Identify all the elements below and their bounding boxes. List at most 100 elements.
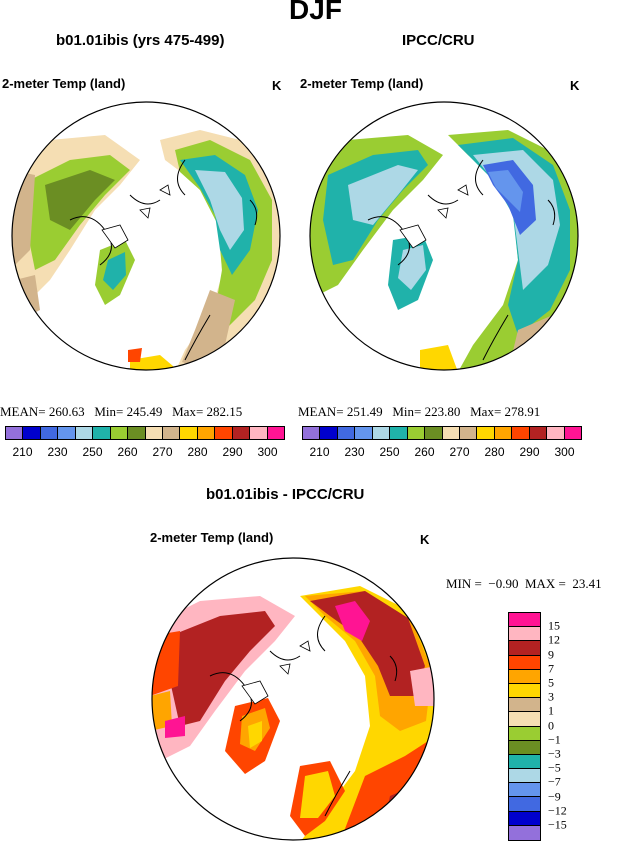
figure-title: DJF [289,0,342,25]
colorbar-swatch [509,740,540,755]
colorbar-swatch [494,427,513,439]
right-colorbar-labels: 210 230 250 260 270 280 290 300 [302,445,582,461]
colorbar-tick-label: 7 [548,661,554,676]
colorbar-swatch [425,427,443,439]
colorbar-swatch [509,627,540,642]
left-colorbar [5,426,285,440]
colorbar-swatch [509,669,540,684]
colorbar-swatch [509,825,540,840]
colorbar-tick-label: 270 [449,445,470,459]
colorbar-tick-label: −1 [548,732,561,747]
observed-temperature-map [309,101,579,371]
difference-stats: MIN = −0.90 MAX = 23.41 [446,576,602,591]
colorbar-swatch [372,427,391,439]
difference-colorbar [508,612,541,841]
right-colorbar [302,426,582,440]
colorbar-swatch [529,427,548,439]
colorbar-swatch [477,427,495,439]
colorbar-swatch [509,769,540,784]
colorbar-tick-label: 260 [117,445,138,459]
colorbar-tick-label: 250 [379,445,400,459]
colorbar-swatch [564,427,581,439]
colorbar-tick-label: −9 [548,789,561,804]
colorbar-swatch [6,427,24,439]
colorbar-swatch [162,427,181,439]
colorbar-swatch [442,427,460,439]
colorbar-tick-label: −15 [548,817,567,832]
right-variable-label: 2-meter Temp (land) [300,76,424,91]
colorbar-swatch [58,427,76,439]
colorbar-swatch [509,641,540,656]
right-stats: MEAN= 251.49 Min= 223.80 Max= 278.91 [298,404,541,419]
colorbar-tick-label: −7 [548,774,561,789]
colorbar-tick-label: −12 [548,803,567,818]
colorbar-tick-label: 5 [548,675,554,690]
right-panel-title: IPCC/CRU [402,32,475,49]
left-panel-title: b01.01ibis (yrs 475-499) [56,32,225,49]
colorbar-swatch [215,427,233,439]
colorbar-tick-label: 300 [554,445,575,459]
colorbar-swatch [509,712,540,727]
colorbar-tick-label: 210 [309,445,330,459]
difference-temperature-map [151,557,435,841]
colorbar-swatch [390,427,408,439]
colorbar-tick-label: 300 [257,445,278,459]
colorbar-swatch [110,427,129,439]
colorbar-tick-label: −5 [548,760,561,775]
left-unit-label: K [272,78,282,93]
colorbar-tick-label: 280 [187,445,208,459]
colorbar-swatch [509,797,540,812]
difference-variable-label: 2-meter Temp (land) [150,530,274,545]
colorbar-swatch [509,655,540,670]
difference-colorbar-labels: 15 12 9 7 5 3 1 0 −1 −3 −5 −7 −9 −12 −15 [548,612,608,842]
colorbar-swatch [75,427,94,439]
colorbar-tick-label: 9 [548,647,554,662]
colorbar-swatch [197,427,216,439]
colorbar-tick-label: 12 [548,632,560,647]
colorbar-swatch [509,783,540,798]
colorbar-swatch [509,613,540,628]
colorbar-swatch [128,427,146,439]
colorbar-swatch [407,427,426,439]
left-colorbar-labels: 210 230 250 260 270 280 290 300 [5,445,285,461]
colorbar-swatch [40,427,59,439]
colorbar-swatch [145,427,163,439]
left-variable-label: 2-meter Temp (land) [2,76,126,91]
colorbar-tick-label: 210 [12,445,33,459]
colorbar-tick-label: 230 [47,445,68,459]
colorbar-swatch [180,427,198,439]
colorbar-swatch [23,427,41,439]
colorbar-swatch [250,427,268,439]
right-unit-label: K [570,78,580,93]
colorbar-tick-label: 280 [484,445,505,459]
colorbar-swatch [232,427,251,439]
colorbar-tick-label: 260 [414,445,435,459]
colorbar-tick-label: 270 [152,445,173,459]
colorbar-swatch [509,754,540,770]
colorbar-tick-label: −3 [548,746,561,761]
colorbar-swatch [509,698,540,713]
difference-unit-label: K [420,532,430,547]
colorbar-swatch [509,726,540,741]
difference-panel-title: b01.01ibis - IPCC/CRU [206,486,365,503]
colorbar-swatch [303,427,321,439]
colorbar-swatch [355,427,373,439]
colorbar-swatch [509,683,540,699]
colorbar-swatch [512,427,530,439]
colorbar-tick-label: 15 [548,618,560,633]
colorbar-swatch [337,427,356,439]
colorbar-swatch [93,427,111,439]
model-temperature-map [11,101,281,371]
colorbar-swatch [459,427,478,439]
colorbar-swatch [509,811,540,826]
colorbar-swatch [547,427,565,439]
colorbar-tick-label: 250 [82,445,103,459]
colorbar-tick-label: 1 [548,703,554,718]
colorbar-tick-label: 0 [548,718,554,733]
colorbar-swatch [267,427,284,439]
colorbar-tick-label: 3 [548,689,554,704]
colorbar-tick-label: 290 [519,445,540,459]
colorbar-tick-label: 230 [344,445,365,459]
colorbar-swatch [320,427,338,439]
colorbar-tick-label: 290 [222,445,243,459]
